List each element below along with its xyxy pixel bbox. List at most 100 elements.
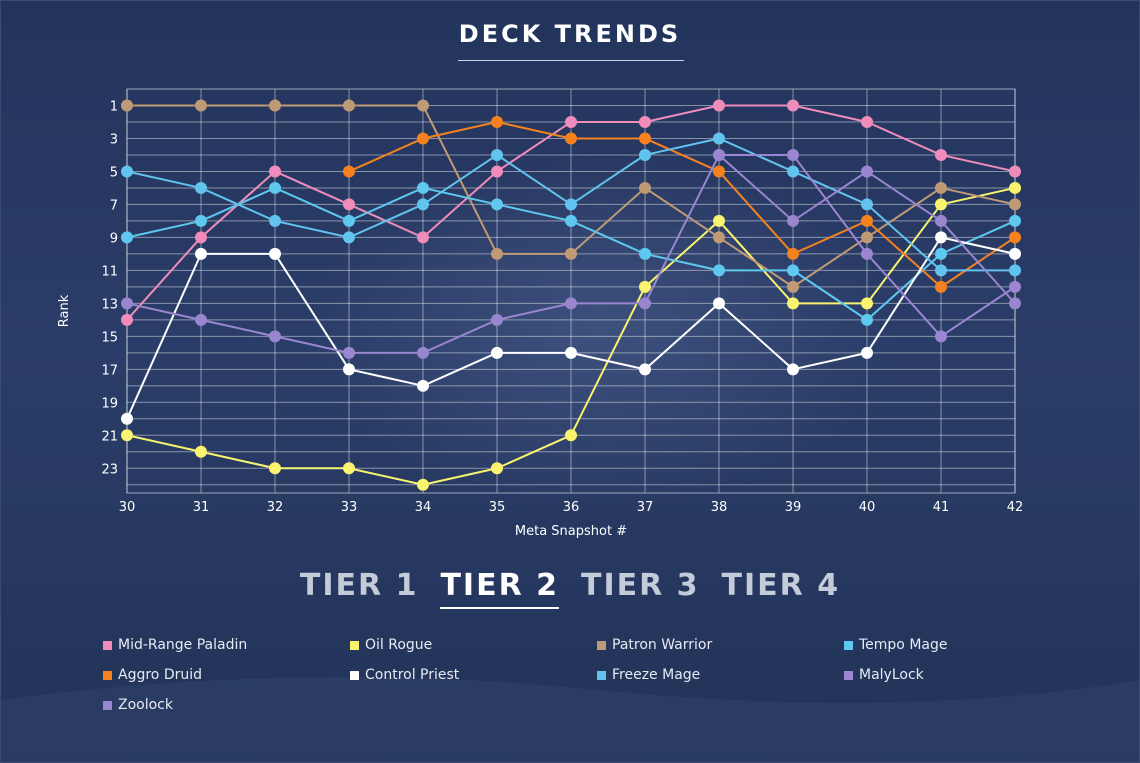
- data-point-tempo-mage[interactable]: [861, 313, 873, 326]
- data-point-freeze-mage[interactable]: [269, 214, 281, 227]
- data-point-control-priest[interactable]: [491, 346, 503, 359]
- data-point-malylock[interactable]: [787, 148, 799, 161]
- data-point-control-priest[interactable]: [269, 247, 281, 260]
- data-point-zoolock[interactable]: [1009, 297, 1021, 310]
- data-point-mid-range-paladin[interactable]: [787, 99, 799, 112]
- data-point-tempo-mage[interactable]: [269, 181, 281, 194]
- data-point-oil-rogue[interactable]: [787, 297, 799, 310]
- data-point-freeze-mage[interactable]: [787, 165, 799, 178]
- data-point-mid-range-paladin[interactable]: [639, 115, 651, 128]
- data-point-control-priest[interactable]: [195, 247, 207, 260]
- legend-item[interactable]: Freeze Mage: [597, 666, 844, 684]
- data-point-freeze-mage[interactable]: [417, 198, 429, 211]
- data-point-zoolock[interactable]: [417, 346, 429, 359]
- data-point-aggro-druid[interactable]: [639, 132, 651, 145]
- data-point-malylock[interactable]: [861, 247, 873, 260]
- data-point-oil-rogue[interactable]: [195, 445, 207, 458]
- data-point-patron-warrior[interactable]: [491, 247, 503, 260]
- legend-item[interactable]: MalyLock: [844, 666, 1083, 684]
- data-point-tempo-mage[interactable]: [491, 198, 503, 211]
- data-point-mid-range-paladin[interactable]: [1009, 165, 1021, 178]
- data-point-freeze-mage[interactable]: [343, 231, 355, 244]
- data-point-mid-range-paladin[interactable]: [195, 231, 207, 244]
- data-point-patron-warrior[interactable]: [935, 181, 947, 194]
- legend-item[interactable]: Mid-Range Paladin: [103, 636, 350, 654]
- data-point-oil-rogue[interactable]: [565, 429, 577, 442]
- data-point-control-priest[interactable]: [417, 379, 429, 392]
- data-point-oil-rogue[interactable]: [1009, 181, 1021, 194]
- data-point-oil-rogue[interactable]: [121, 429, 133, 442]
- data-point-patron-warrior[interactable]: [269, 99, 281, 112]
- data-point-tempo-mage[interactable]: [935, 247, 947, 260]
- data-point-oil-rogue[interactable]: [491, 462, 503, 475]
- data-point-mid-range-paladin[interactable]: [861, 115, 873, 128]
- data-point-tempo-mage[interactable]: [343, 214, 355, 227]
- data-point-malylock[interactable]: [1009, 280, 1021, 293]
- data-point-control-priest[interactable]: [861, 346, 873, 359]
- data-point-oil-rogue[interactable]: [861, 297, 873, 310]
- data-point-tempo-mage[interactable]: [787, 264, 799, 277]
- data-point-zoolock[interactable]: [491, 313, 503, 326]
- data-point-patron-warrior[interactable]: [639, 181, 651, 194]
- data-point-tempo-mage[interactable]: [713, 264, 725, 277]
- data-point-tempo-mage[interactable]: [417, 181, 429, 194]
- data-point-aggro-druid[interactable]: [713, 165, 725, 178]
- data-point-aggro-druid[interactable]: [1009, 231, 1021, 244]
- data-point-mid-range-paladin[interactable]: [417, 231, 429, 244]
- data-point-patron-warrior[interactable]: [195, 99, 207, 112]
- data-point-zoolock[interactable]: [565, 297, 577, 310]
- tab-tier-1[interactable]: TIER 1: [299, 568, 419, 603]
- tab-tier-4[interactable]: TIER 4: [721, 568, 841, 603]
- data-point-patron-warrior[interactable]: [1009, 198, 1021, 211]
- tab-tier-3[interactable]: TIER 3: [581, 568, 700, 603]
- data-point-tempo-mage[interactable]: [121, 231, 133, 244]
- data-point-control-priest[interactable]: [787, 363, 799, 376]
- data-point-oil-rogue[interactable]: [639, 280, 651, 293]
- legend-item[interactable]: Patron Warrior: [597, 636, 844, 654]
- data-point-aggro-druid[interactable]: [343, 165, 355, 178]
- data-point-freeze-mage[interactable]: [713, 132, 725, 145]
- data-point-tempo-mage[interactable]: [195, 214, 207, 227]
- data-point-zoolock[interactable]: [787, 214, 799, 227]
- data-point-freeze-mage[interactable]: [565, 198, 577, 211]
- data-point-patron-warrior[interactable]: [787, 280, 799, 293]
- data-point-oil-rogue[interactable]: [269, 462, 281, 475]
- data-point-tempo-mage[interactable]: [639, 247, 651, 260]
- data-point-tempo-mage[interactable]: [1009, 214, 1021, 227]
- data-point-freeze-mage[interactable]: [639, 148, 651, 161]
- data-point-aggro-druid[interactable]: [861, 214, 873, 227]
- data-point-patron-warrior[interactable]: [417, 99, 429, 112]
- tab-tier-2[interactable]: TIER 2: [440, 568, 559, 609]
- legend-item[interactable]: Oil Rogue: [350, 636, 597, 654]
- data-point-mid-range-paladin[interactable]: [935, 148, 947, 161]
- data-point-freeze-mage[interactable]: [861, 198, 873, 211]
- data-point-oil-rogue[interactable]: [343, 462, 355, 475]
- data-point-freeze-mage[interactable]: [121, 165, 133, 178]
- data-point-zoolock[interactable]: [713, 148, 725, 161]
- data-point-malylock[interactable]: [935, 330, 947, 343]
- data-point-freeze-mage[interactable]: [935, 264, 947, 277]
- data-point-patron-warrior[interactable]: [713, 231, 725, 244]
- data-point-oil-rogue[interactable]: [417, 478, 429, 491]
- data-point-oil-rogue[interactable]: [935, 198, 947, 211]
- data-point-control-priest[interactable]: [935, 231, 947, 244]
- data-point-control-priest[interactable]: [639, 363, 651, 376]
- legend-item[interactable]: Aggro Druid: [103, 666, 350, 684]
- data-point-mid-range-paladin[interactable]: [565, 115, 577, 128]
- data-point-mid-range-paladin[interactable]: [491, 165, 503, 178]
- data-point-zoolock[interactable]: [639, 297, 651, 310]
- data-point-mid-range-paladin[interactable]: [713, 99, 725, 112]
- data-point-patron-warrior[interactable]: [121, 99, 133, 112]
- legend-item[interactable]: Tempo Mage: [844, 636, 1083, 654]
- legend-item[interactable]: Control Priest: [350, 666, 597, 684]
- data-point-mid-range-paladin[interactable]: [121, 313, 133, 326]
- data-point-aggro-druid[interactable]: [935, 280, 947, 293]
- data-point-freeze-mage[interactable]: [195, 181, 207, 194]
- data-point-mid-range-paladin[interactable]: [343, 198, 355, 211]
- data-point-aggro-druid[interactable]: [565, 132, 577, 145]
- data-point-aggro-druid[interactable]: [417, 132, 429, 145]
- data-point-control-priest[interactable]: [121, 412, 133, 425]
- data-point-zoolock[interactable]: [935, 214, 947, 227]
- data-point-mid-range-paladin[interactable]: [269, 165, 281, 178]
- data-point-zoolock[interactable]: [269, 330, 281, 343]
